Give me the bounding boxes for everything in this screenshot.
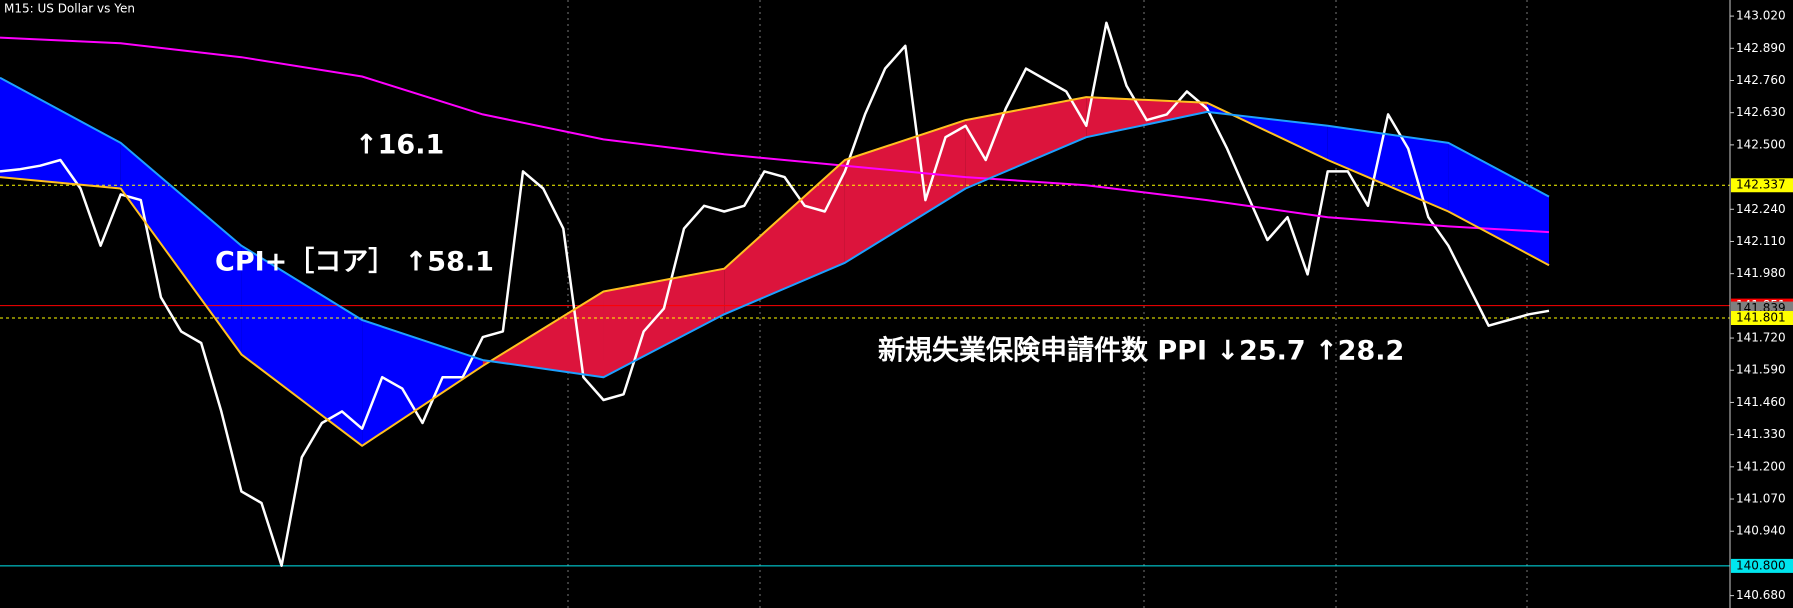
cloud <box>844 120 966 263</box>
cloud <box>603 268 725 378</box>
level-label: 140.800 <box>1736 558 1786 572</box>
y-tick-label: 140.940 <box>1736 524 1786 538</box>
price-line <box>0 21 1550 567</box>
annotation: ↑16.1 <box>355 130 444 161</box>
level-label-box <box>1731 310 1793 325</box>
moving-average <box>0 36 1550 234</box>
cloud <box>1327 125 1449 212</box>
cloud <box>482 291 604 378</box>
plot <box>0 21 1730 567</box>
cloud <box>0 77 121 189</box>
y-tick-label: 141.590 <box>1736 363 1786 377</box>
y-tick-label: 140.680 <box>1736 588 1786 602</box>
chart-title: M15: US Dollar vs Yen <box>4 2 135 16</box>
y-tick-label: 141.460 <box>1736 395 1786 409</box>
cloud <box>724 159 845 315</box>
level-label-box <box>1731 558 1793 573</box>
cloud <box>1086 97 1208 138</box>
level-label: 142.337 <box>1736 178 1786 192</box>
y-tick-label: 141.200 <box>1736 459 1786 473</box>
y-tick-label: 142.240 <box>1736 202 1786 216</box>
y-tick-label: 142.500 <box>1736 137 1786 151</box>
moving-average <box>0 96 1550 447</box>
cloud <box>241 245 363 446</box>
cloud <box>965 97 1087 189</box>
y-tick-label: 142.760 <box>1736 73 1786 87</box>
annotation: 新規失業保険申請件数 PPI ↓25.7 ↑28.2 <box>878 335 1404 367</box>
y-tick-label: 143.020 <box>1736 9 1786 23</box>
y-tick-label: 141.720 <box>1736 331 1786 345</box>
moving-average <box>0 76 1550 379</box>
y-tick-label: 142.630 <box>1736 105 1786 119</box>
level-label: 141.801 <box>1736 310 1786 324</box>
cloud <box>1448 142 1549 266</box>
level-label-box <box>1731 178 1793 193</box>
y-tick-label: 142.110 <box>1736 234 1786 248</box>
cloud <box>120 142 242 355</box>
y-tick-label: 141.330 <box>1736 427 1786 441</box>
y-tick-label: 141.980 <box>1736 266 1786 280</box>
y-tick-label: 142.890 <box>1736 41 1786 55</box>
annotation: CPI+［コア］ ↑58.1 <box>215 247 494 278</box>
cloud <box>362 319 483 446</box>
y-tick-label: 141.070 <box>1736 492 1786 506</box>
